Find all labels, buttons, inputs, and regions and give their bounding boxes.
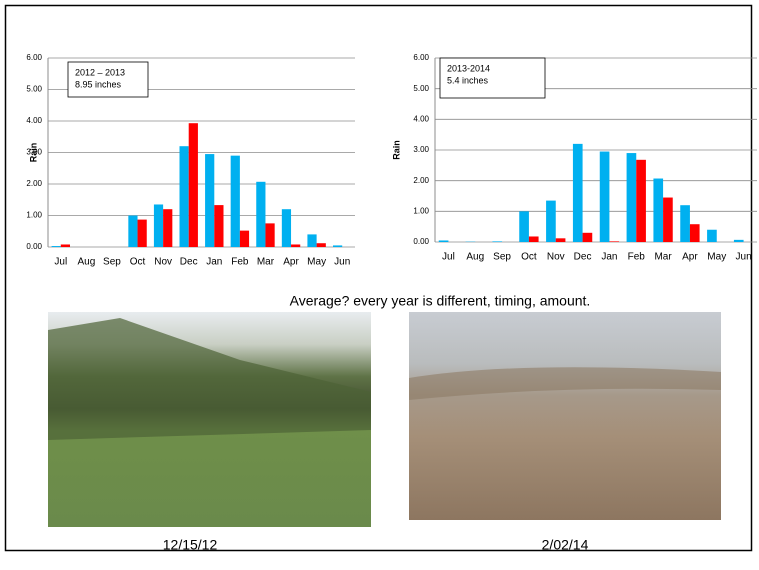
bar — [680, 205, 690, 242]
x-tick-label: Nov — [154, 257, 172, 268]
bar — [583, 233, 593, 242]
x-tick-label: Dec — [180, 257, 198, 268]
annotation: 2013-2014 — [447, 63, 490, 73]
x-tick-label: Mar — [654, 252, 672, 263]
x-tick-label: Feb — [231, 257, 249, 268]
bar — [333, 245, 342, 247]
bar — [307, 234, 316, 247]
x-tick-label: Jan — [206, 257, 222, 268]
bar — [600, 152, 610, 242]
annotation: 2012 – 2013 — [75, 67, 125, 77]
y-tick-label: 4.00 — [413, 114, 429, 123]
y-tick-label: 3.00 — [413, 145, 429, 154]
x-tick-label: Oct — [130, 257, 146, 268]
bar — [439, 240, 449, 242]
x-tick-label: Jun — [736, 252, 752, 263]
bar — [636, 160, 646, 242]
bar — [52, 246, 61, 247]
bar — [529, 236, 539, 242]
annotation: 5.4 inches — [447, 75, 489, 85]
bar — [128, 216, 137, 248]
x-tick-label: Sep — [103, 257, 121, 268]
x-tick-label: Sep — [493, 252, 511, 263]
bar — [707, 230, 717, 242]
bar — [231, 156, 240, 247]
x-tick-label: Apr — [283, 257, 299, 268]
bar — [492, 241, 502, 242]
bar — [179, 146, 188, 247]
x-tick-label: Jan — [601, 252, 617, 263]
y-tick-label: 5.00 — [26, 85, 42, 94]
x-tick-label: Jul — [442, 252, 455, 263]
bar — [282, 209, 291, 247]
x-tick-label: Aug — [77, 257, 95, 268]
bar — [317, 243, 326, 247]
bar — [653, 179, 663, 242]
bar — [734, 240, 744, 242]
bar — [214, 205, 223, 247]
y-tick-label: 6.00 — [413, 53, 429, 62]
bar — [291, 244, 300, 247]
bar — [163, 209, 172, 247]
x-tick-label: Oct — [521, 252, 537, 263]
photo-caption: 12/15/12 — [163, 537, 218, 553]
photo — [409, 312, 721, 520]
bar — [546, 201, 556, 242]
y-tick-label: 1.00 — [413, 206, 429, 215]
x-tick-label: Jun — [334, 257, 350, 268]
bar — [189, 123, 198, 247]
bar — [61, 244, 70, 247]
bar — [573, 144, 583, 242]
bar — [154, 204, 163, 247]
bar — [627, 153, 637, 242]
y-tick-label: 6.00 — [26, 53, 42, 62]
x-tick-label: Nov — [547, 252, 565, 263]
bar — [205, 154, 214, 247]
y-axis-label: Rain — [28, 143, 38, 163]
bar — [609, 241, 619, 242]
bar — [690, 224, 700, 242]
slide-caption: Average? every year is different, timing… — [290, 293, 591, 309]
annotation: 8.95 inches — [75, 79, 122, 89]
y-tick-label: 4.00 — [26, 116, 42, 125]
y-tick-label: 5.00 — [413, 84, 429, 93]
bar — [138, 220, 147, 247]
x-tick-label: Aug — [466, 252, 484, 263]
bar — [240, 231, 249, 247]
x-tick-label: Feb — [628, 252, 646, 263]
x-tick-label: Mar — [257, 257, 275, 268]
x-tick-label: May — [707, 252, 726, 263]
bar — [663, 198, 673, 242]
x-tick-label: May — [307, 257, 326, 268]
bar — [256, 182, 265, 247]
bar — [519, 211, 529, 242]
x-tick-label: Dec — [574, 252, 592, 263]
y-tick-label: 0.00 — [413, 237, 429, 246]
bar — [556, 238, 566, 242]
y-tick-label: 0.00 — [26, 242, 42, 251]
x-tick-label: Jul — [54, 257, 67, 268]
bar — [265, 223, 274, 247]
y-tick-label: 2.00 — [413, 176, 429, 185]
y-tick-label: 1.00 — [26, 211, 42, 220]
photo-caption: 2/02/14 — [542, 537, 589, 553]
x-tick-label: Apr — [682, 252, 698, 263]
y-tick-label: 2.00 — [26, 179, 42, 188]
y-axis-label: Rain — [391, 140, 401, 160]
